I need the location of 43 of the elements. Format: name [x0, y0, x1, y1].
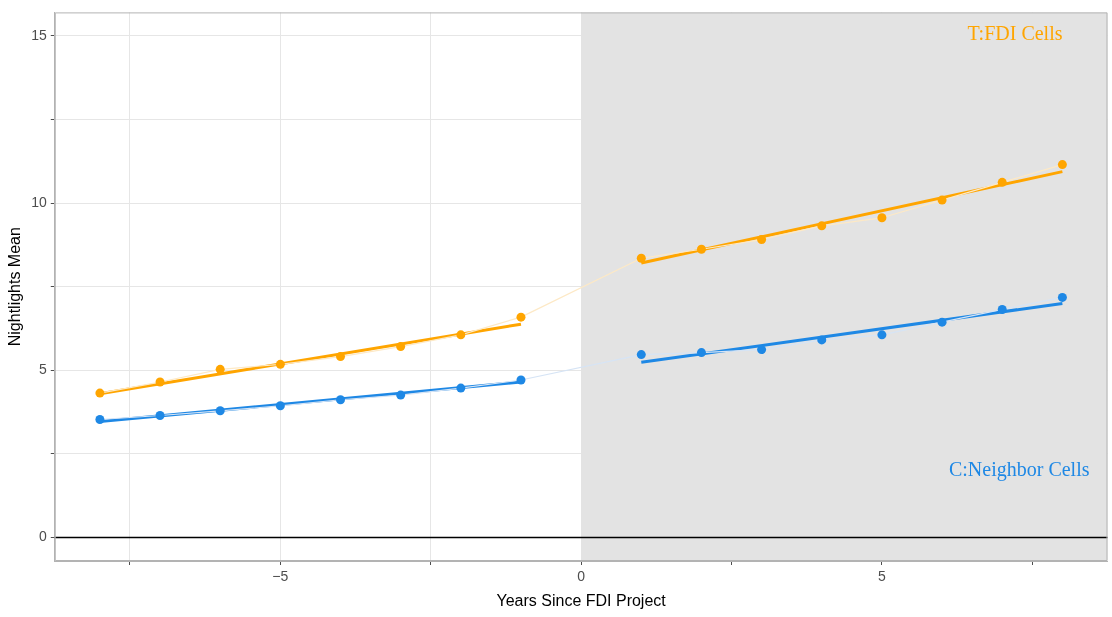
point — [696, 348, 706, 358]
point — [456, 330, 466, 340]
y-tick-label: 10 — [31, 193, 47, 210]
point — [516, 375, 526, 385]
point — [757, 235, 767, 245]
point — [636, 253, 646, 263]
point — [636, 350, 646, 360]
point — [215, 364, 225, 374]
point — [1057, 160, 1067, 170]
point — [696, 244, 706, 254]
point — [396, 342, 406, 352]
point — [275, 401, 285, 411]
point — [757, 345, 767, 355]
y-tick-label: 5 — [38, 361, 47, 378]
point — [817, 221, 827, 231]
point — [997, 304, 1007, 314]
y-axis-title: Nightlights Mean — [6, 227, 24, 347]
point — [95, 415, 105, 424]
y-tick-label: 15 — [31, 26, 47, 43]
point — [877, 213, 887, 223]
point — [456, 383, 466, 393]
point — [275, 359, 285, 369]
point — [997, 177, 1007, 187]
text: T:FDI Cells — [967, 21, 1063, 44]
point — [516, 312, 526, 322]
point — [155, 410, 165, 420]
point — [937, 195, 947, 205]
x-tick-label: −5 — [272, 568, 289, 585]
point — [877, 330, 887, 340]
point — [95, 388, 105, 398]
text: C:Neighbor Cells — [948, 458, 1090, 482]
point — [1057, 292, 1067, 302]
point — [396, 390, 406, 400]
point — [336, 352, 346, 362]
point — [155, 377, 165, 387]
y-tick-label: 0 — [38, 528, 47, 545]
x-tick-label: 0 — [577, 568, 586, 585]
x-axis-title: Years Since FDI Project — [496, 591, 667, 609]
point — [817, 335, 827, 345]
point — [215, 406, 225, 416]
x-tick-label: 5 — [878, 568, 887, 585]
point — [937, 317, 947, 327]
point — [336, 395, 346, 405]
